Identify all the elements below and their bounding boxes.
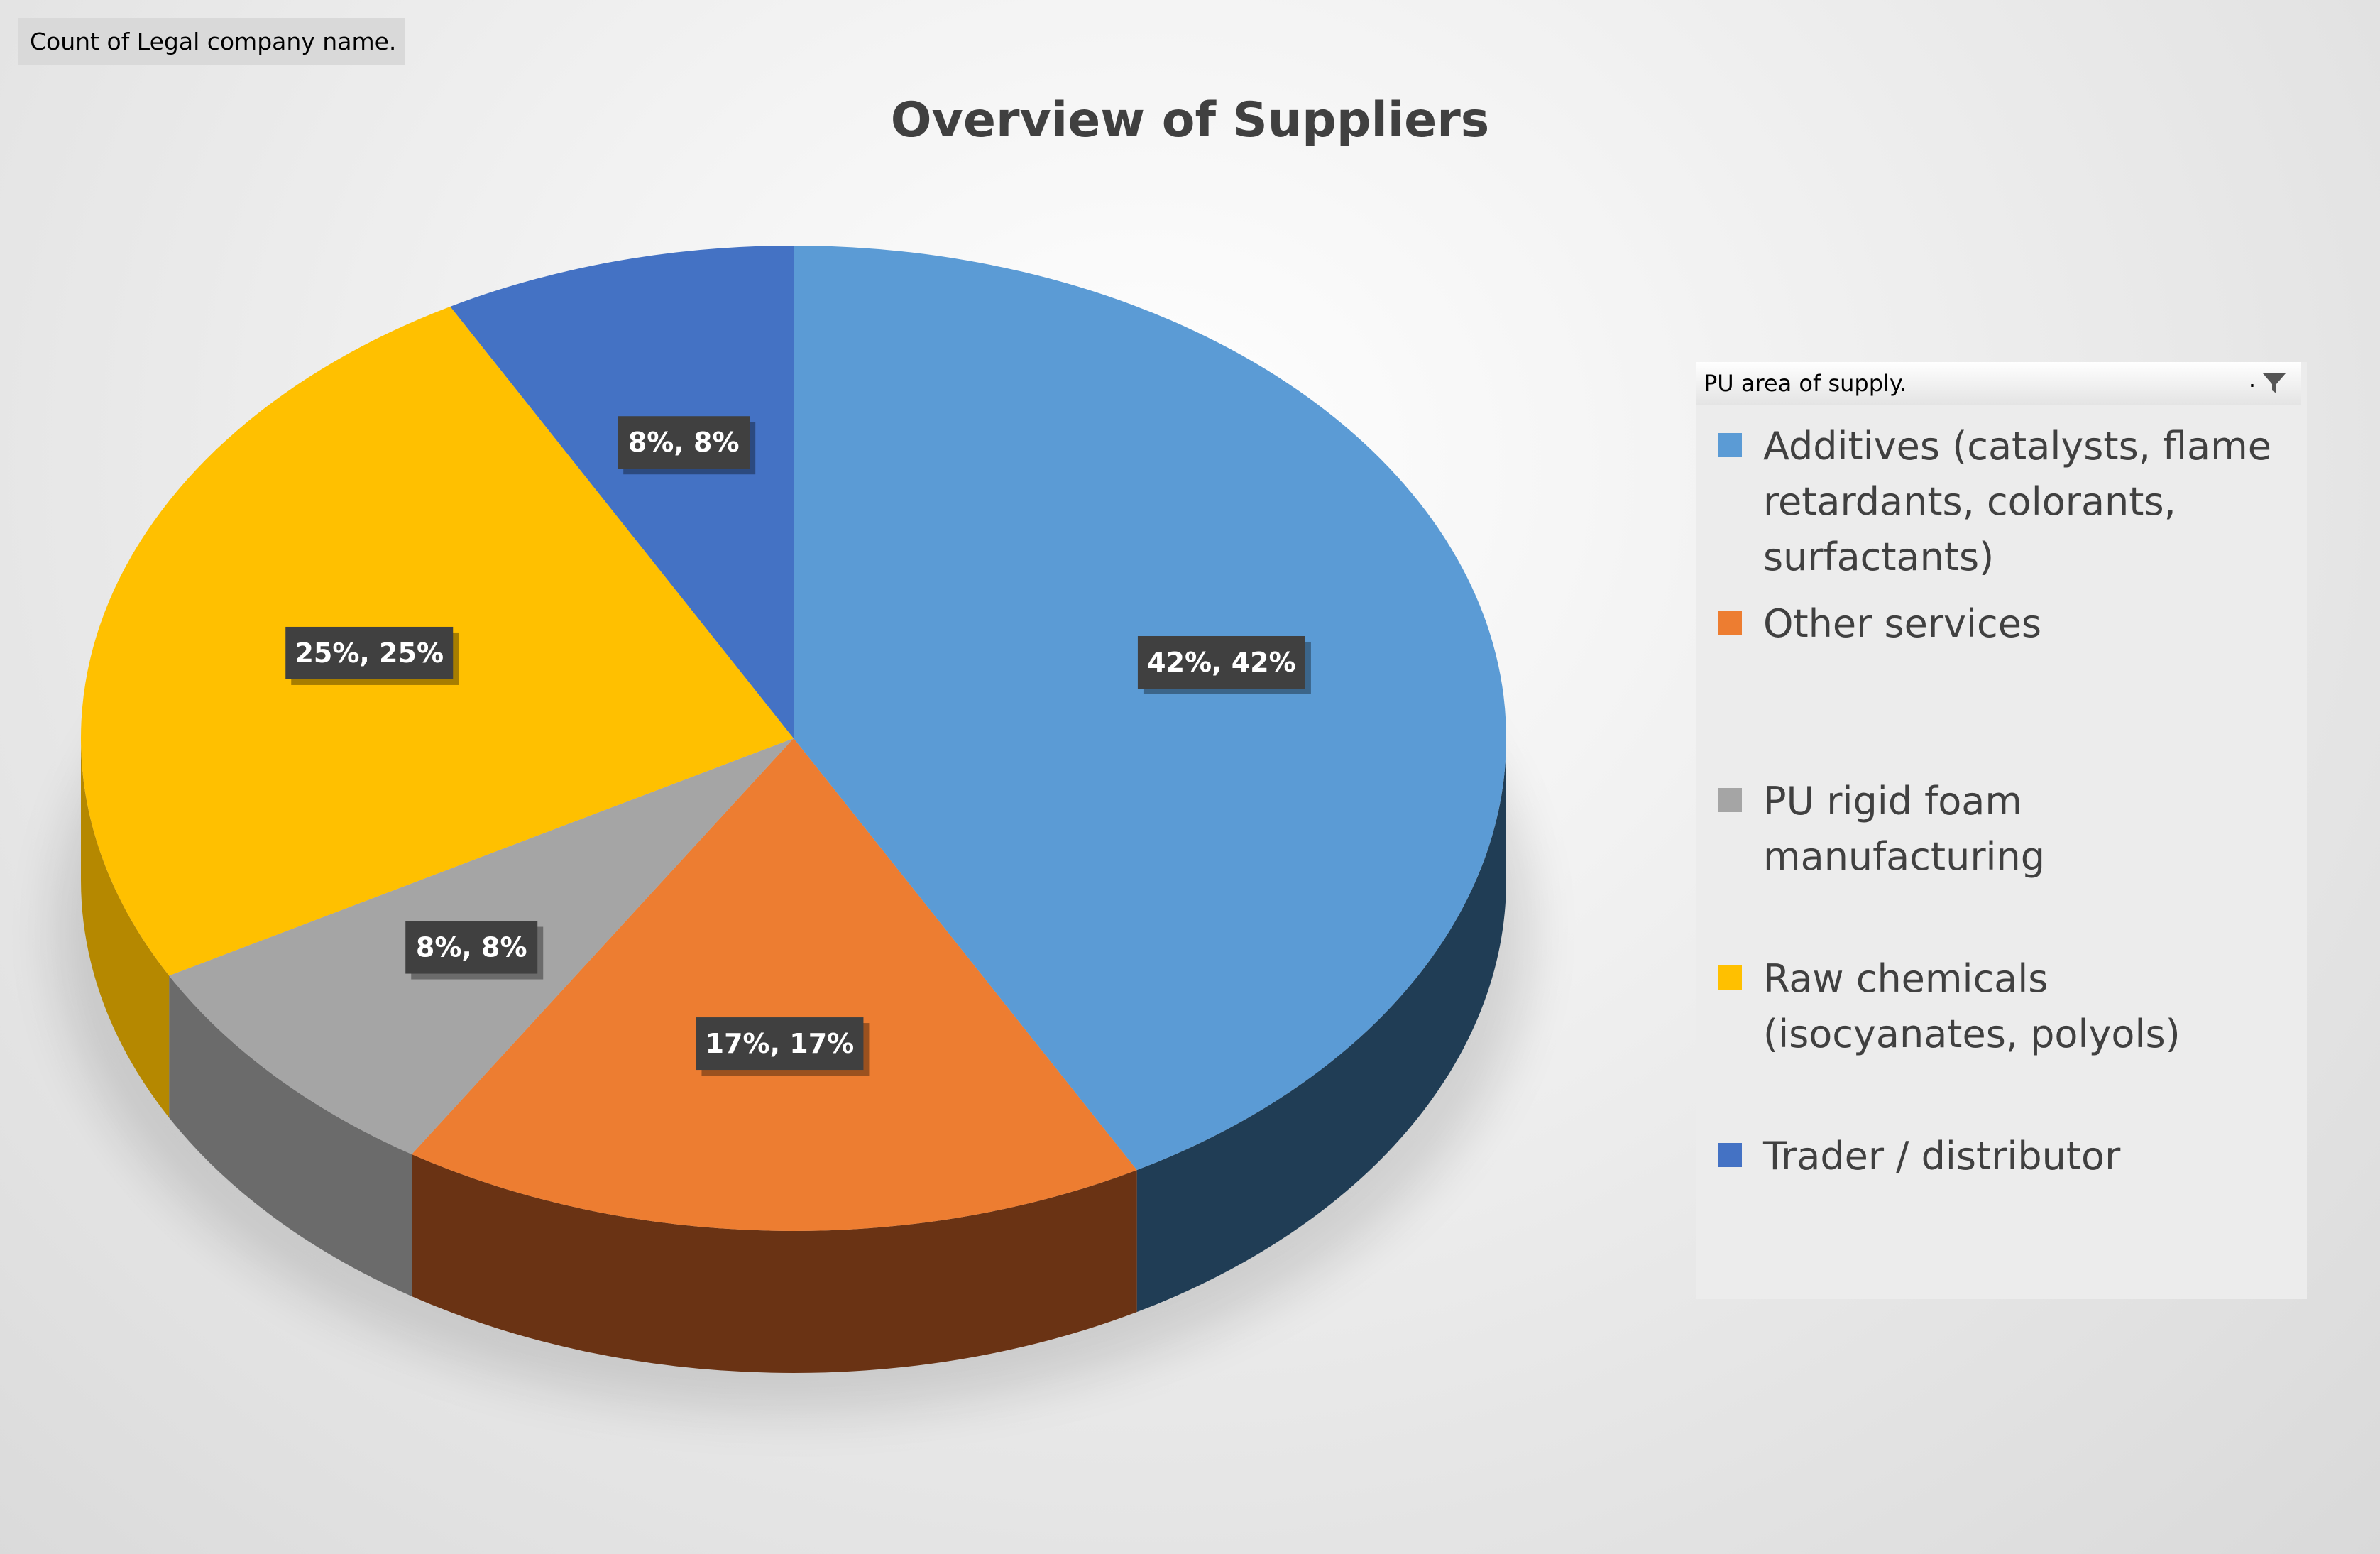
- data-label-text: 25%, 25%: [295, 638, 444, 669]
- legend-label: Additives (catalysts, flame retardants, …: [1763, 424, 2271, 579]
- data-label: 42%, 42%: [1137, 635, 1311, 694]
- data-label-text: 8%, 8%: [628, 427, 740, 458]
- data-label-text: 42%, 42%: [1147, 647, 1296, 678]
- pie-slice[interactable]: [412, 738, 1137, 1231]
- legend: PU area of supply. . Additives (catalyst…: [1696, 362, 2307, 1299]
- legend-label: PU rigid foam manufacturing: [1763, 779, 2046, 879]
- legend-filter-header[interactable]: PU area of supply. .: [1696, 362, 2301, 405]
- legend-swatch: [1718, 433, 1742, 457]
- pie-slice[interactable]: [794, 246, 1506, 1171]
- legend-label: Raw chemicals (isocyanates, polyols): [1763, 956, 2181, 1056]
- data-label: 8%, 8%: [405, 921, 544, 980]
- legend-swatch: [1718, 611, 1742, 635]
- chart-title: Overview of Suppliers: [890, 92, 1490, 148]
- data-label-text: 8%, 8%: [416, 932, 527, 963]
- pie-slices: [81, 246, 1506, 1231]
- data-label: 8%, 8%: [618, 416, 756, 475]
- legend-swatch: [1718, 965, 1742, 990]
- legend-marker: .: [2248, 366, 2256, 393]
- pie-slice-side: [1136, 738, 1506, 1313]
- pie-slice-side: [412, 1154, 1137, 1373]
- legend-label: Trader / distributor: [1763, 1134, 2121, 1178]
- data-label: 17%, 17%: [696, 1017, 870, 1076]
- pie-data-labels: 42%, 42% 17%, 17% 8%, 8% 25%, 25% 8%, 8%: [285, 416, 1311, 1076]
- data-label-text: 17%, 17%: [706, 1028, 855, 1059]
- legend-swatch: [1718, 1143, 1742, 1167]
- value-field-button[interactable]: Count of Legal company name.: [18, 18, 405, 65]
- pie-sides: [80, 738, 1506, 1373]
- filter-icon[interactable]: [2260, 369, 2288, 398]
- legend-swatch: [1718, 788, 1742, 812]
- legend-title: PU area of supply.: [1704, 370, 1907, 397]
- pie-slice-side: [169, 975, 412, 1296]
- legend-label: Other services: [1763, 601, 2042, 646]
- pie-slice-side: [80, 738, 170, 1118]
- data-label: 25%, 25%: [285, 626, 459, 685]
- pie-slice[interactable]: [450, 246, 794, 738]
